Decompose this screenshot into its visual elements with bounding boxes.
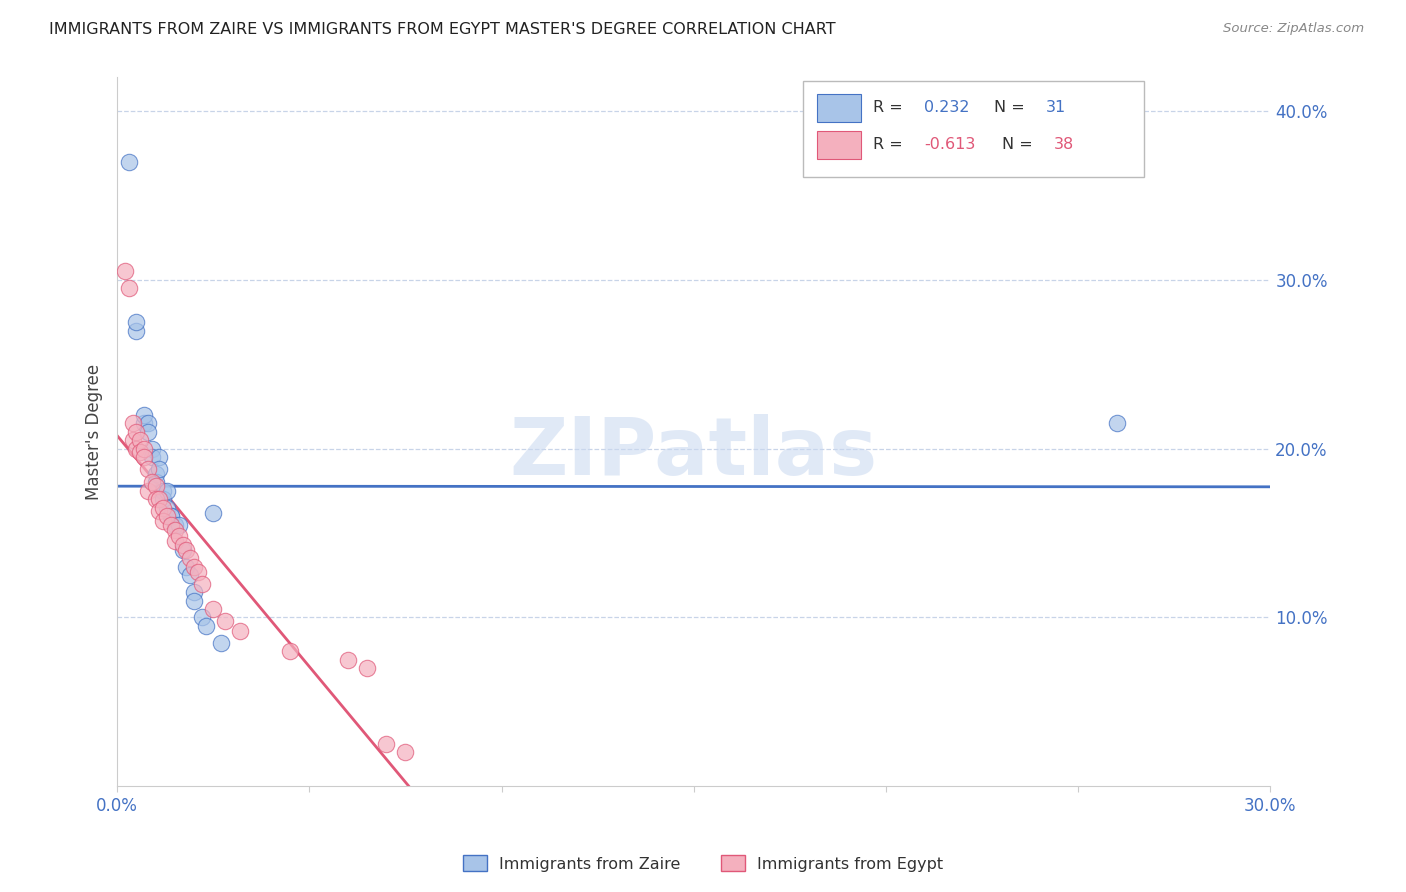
Point [156,500,179,515]
Point [356,661,378,675]
Text: IMMIGRANTS FROM ZAIRE VS IMMIGRANTS FROM EGYPT MASTER'S DEGREE CORRELATION CHART: IMMIGRANTS FROM ZAIRE VS IMMIGRANTS FROM… [49,22,835,37]
Point [176,542,198,557]
Text: N =: N = [994,101,1029,115]
Point [132,442,155,456]
Point [152,483,174,498]
Point [118,281,141,295]
Text: R =: R = [873,137,907,153]
Point [179,568,201,582]
Point [141,442,163,456]
Point [375,737,398,751]
Text: Source: ZipAtlas.com: Source: ZipAtlas.com [1223,22,1364,36]
Y-axis label: Master's Degree: Master's Degree [86,364,103,500]
Point [172,538,194,552]
Text: R =: R = [873,101,907,115]
Legend: Immigrants from Zaire, Immigrants from Egypt: Immigrants from Zaire, Immigrants from E… [454,847,952,880]
Text: 38: 38 [1053,137,1074,153]
Point [190,610,212,624]
Point [145,475,167,490]
Point [132,417,155,431]
Point [183,593,205,607]
Point [152,514,174,528]
Point [129,434,152,448]
Point [136,425,159,439]
Point [176,559,198,574]
Point [167,517,190,532]
Point [187,565,209,579]
Point [125,315,148,329]
Point [229,624,252,638]
Point [202,602,225,616]
Point [121,417,143,431]
Point [141,475,163,490]
Text: ZIPatlas: ZIPatlas [509,414,877,492]
Point [136,483,159,498]
Point [141,450,163,464]
Point [152,500,174,515]
Point [183,559,205,574]
Point [160,517,183,532]
Point [114,264,136,278]
Point [145,479,167,493]
Point [132,450,155,464]
Text: -0.613: -0.613 [924,137,976,153]
Point [214,614,236,628]
Point [163,523,186,537]
Point [194,619,217,633]
Text: 0.232: 0.232 [924,101,970,115]
Point [136,417,159,431]
Point [1105,417,1128,431]
Point [148,462,170,476]
Point [145,467,167,481]
Point [132,408,155,422]
Text: 31: 31 [1046,101,1066,115]
Point [190,576,212,591]
Text: N =: N = [1001,137,1038,153]
Point [278,644,301,658]
Point [118,154,141,169]
Point [125,442,148,456]
Point [156,483,179,498]
Point [172,542,194,557]
Point [163,534,186,549]
Point [156,509,179,524]
Point [152,492,174,507]
Point [209,636,232,650]
Point [183,585,205,599]
Point [160,509,183,524]
Point [136,462,159,476]
Point [336,652,359,666]
Point [163,517,186,532]
Point [148,450,170,464]
Bar [817,130,860,159]
Point [145,492,167,507]
Point [121,434,143,448]
Point [125,324,148,338]
Point [125,425,148,439]
Point [148,504,170,518]
Point [167,529,190,543]
FancyBboxPatch shape [803,81,1143,177]
Point [179,551,201,566]
Bar [817,94,860,122]
Point [148,492,170,507]
Point [394,745,416,759]
Point [129,445,152,459]
Point [160,509,183,524]
Point [202,506,225,520]
